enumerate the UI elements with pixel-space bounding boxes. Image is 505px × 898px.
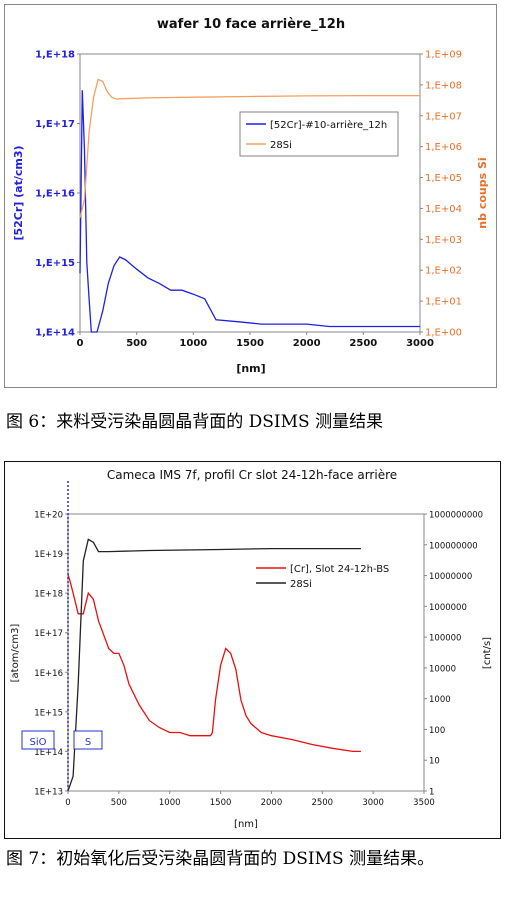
chart2-title: Cameca IMS 7f, profil Cr slot 24-12h-fac… xyxy=(107,468,397,482)
y-tick-label: 1E+19 xyxy=(34,550,63,560)
chart2-y2label: [cnt/s] xyxy=(482,637,493,669)
x-tick-label: 0 xyxy=(65,798,70,808)
series-line-si xyxy=(79,78,420,218)
y-tick-label: 1E+16 xyxy=(34,669,63,679)
y2-tick-label: 1,E+03 xyxy=(425,235,462,246)
y2-tick-label: 1,E+06 xyxy=(425,142,462,153)
y2-tick-label: 1,E+00 xyxy=(425,328,462,339)
y2-tick-label: 10000000 xyxy=(429,572,472,582)
y2-tick-label: 1 xyxy=(429,788,434,798)
caption-fig7: 图 7：初始氧化后受污染晶圆背面的 DSIMS 测量结果。 xyxy=(6,849,435,869)
chart1-xlabel: [nm] xyxy=(236,362,265,375)
x-tick-label: 2500 xyxy=(349,338,377,349)
series-line-cr xyxy=(79,90,420,333)
chart2-legend-si: 28Si xyxy=(290,579,312,590)
x-tick-label: 1000 xyxy=(159,798,181,808)
x-tick-label: 500 xyxy=(126,338,147,349)
series-line-si xyxy=(67,538,361,792)
x-tick-label: 2000 xyxy=(261,798,283,808)
chart-wafer10: wafer 10 face arrière_12h 1,E+14 1,E+15 1,… xyxy=(4,4,497,388)
x-tick-label: 1500 xyxy=(236,338,264,349)
chart1-legend: [52Cr]-#10-arrière_12h 28Si xyxy=(239,111,399,157)
chart-cameca-slot24: Cameca IMS 7f, profil Cr slot 24-12h-fac… xyxy=(4,461,501,839)
y2-tick-label: 1,E+08 xyxy=(425,80,462,91)
x-tick-label: 3000 xyxy=(406,338,434,349)
y2-tick-label: 1,E+05 xyxy=(425,173,462,184)
y-tick-label: 1,E+17 xyxy=(35,119,75,130)
x-tick-label: 500 xyxy=(111,798,127,808)
x-tick-label: 1000 xyxy=(179,338,207,349)
y2-tick-label: 1,E+01 xyxy=(425,297,462,308)
y-tick-label: 1,E+14 xyxy=(35,328,75,339)
y2-tick-label: 1,E+04 xyxy=(425,204,462,215)
y2-tick-label: 1,E+02 xyxy=(425,266,462,277)
y2-tick-label: 10 xyxy=(429,757,440,767)
y2-tick-label: 1000000 xyxy=(429,603,467,613)
x-tick-label: 2500 xyxy=(311,798,333,808)
y-tick-label: 1E+15 xyxy=(34,708,63,718)
chart2-legend: [Cr], Slot 24-12h-BS 28Si xyxy=(256,564,389,590)
y-tick-label: 1E+20 xyxy=(34,511,63,521)
chart2-xlabel: [nm] xyxy=(234,819,258,830)
y2-tick-label: 1,E+07 xyxy=(425,111,462,122)
y-tick-label: 1E+17 xyxy=(34,629,63,639)
chart1-ylabel: [52Cr] (at/cm3) xyxy=(12,145,25,240)
y-tick-label: 1E+18 xyxy=(34,590,63,600)
chart2-box-s xyxy=(73,730,103,750)
chart2-legend-cr: [Cr], Slot 24-12h-BS xyxy=(290,564,389,575)
y-tick-label: 1,E+16 xyxy=(35,189,75,200)
x-tick-label: 0 xyxy=(77,338,84,349)
chart2-box-s-label: S xyxy=(85,737,91,748)
chart2-box-sio-label: SiO xyxy=(30,737,47,748)
x-tick-label: 3500 xyxy=(413,798,435,808)
y2-tick-label: 100 xyxy=(429,726,445,736)
chart1-y2label: nb coups Si xyxy=(476,157,489,228)
chart1-legend-si: 28Si xyxy=(270,140,292,151)
y-tick-label: 1,E+18 xyxy=(35,50,75,61)
y-tick-label: 1,E+15 xyxy=(35,258,75,269)
y2-tick-label: 1000 xyxy=(429,695,451,705)
y-tick-label: 1E+13 xyxy=(34,788,63,798)
y2-tick-label: 100000 xyxy=(429,634,461,644)
x-tick-label: 1500 xyxy=(210,798,232,808)
x-tick-label: 3000 xyxy=(362,798,384,808)
y2-tick-label: 100000000 xyxy=(429,541,478,551)
chart1-legend-cr: [52Cr]-#10-arrière_12h xyxy=(270,119,387,131)
caption-fig6: 图 6：来料受污染晶圆晶背面的 DSIMS 测量结果 xyxy=(6,412,384,432)
y2-tick-label: 10000 xyxy=(429,664,456,674)
chart1-title: wafer 10 face arrière_12h xyxy=(157,17,345,32)
series-line-cr xyxy=(67,574,361,753)
y2-tick-label: 1000000000 xyxy=(429,511,483,521)
x-tick-label: 2000 xyxy=(293,338,321,349)
chart2-ylabel: [atom/cm3] xyxy=(10,624,21,683)
y-tick-label: 1E+14 xyxy=(34,748,63,758)
chart2-box-sio xyxy=(21,730,55,750)
y2-tick-label: 1,E+09 xyxy=(425,50,462,61)
